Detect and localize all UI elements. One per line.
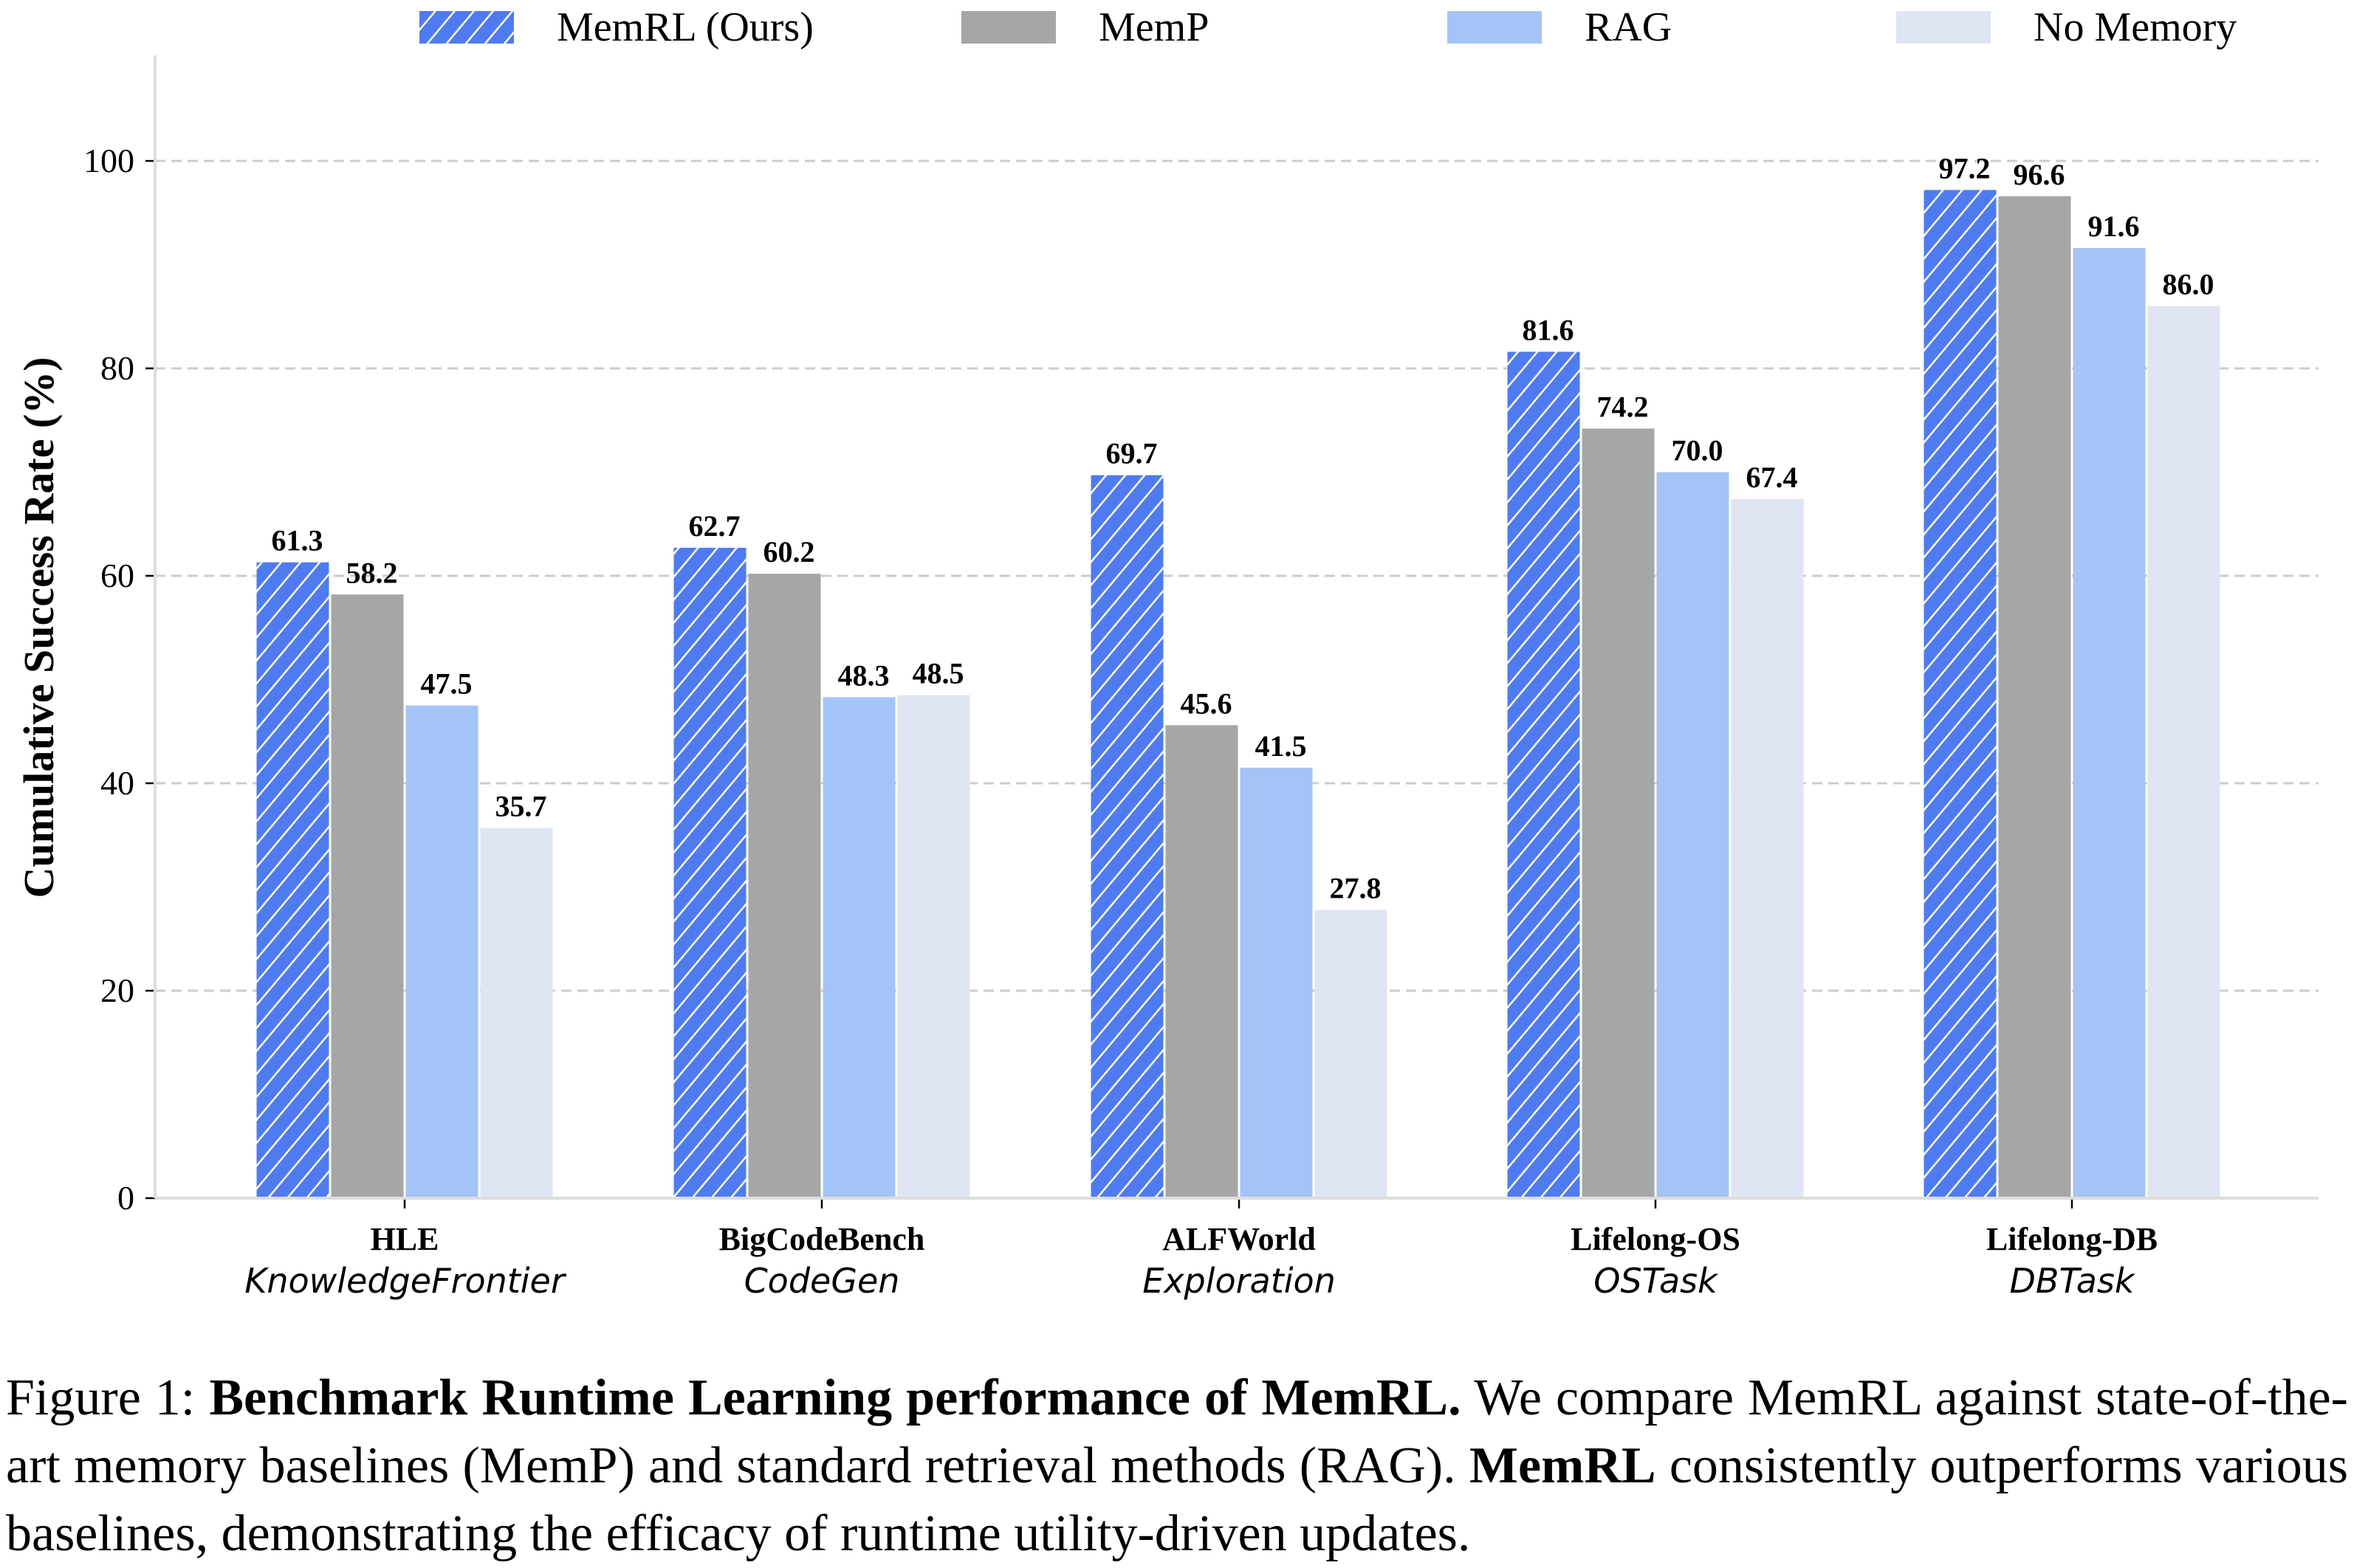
x-tick-label: Lifelong-DB <box>1986 1221 2158 1257</box>
caption-bold-name: MemRL <box>1469 1437 1656 1494</box>
data-label: 48.5 <box>913 657 964 690</box>
x-tick-sublabel: CodeGen <box>744 1261 900 1301</box>
legend-swatch <box>419 11 514 44</box>
legend: MemRL (Ours) MemP RAG No Memory <box>419 4 2237 50</box>
bar <box>1240 767 1313 1198</box>
bar <box>1091 475 1164 1198</box>
data-label: 47.5 <box>421 667 473 701</box>
y-tick-label: 60 <box>100 557 134 594</box>
bar <box>1731 499 1804 1198</box>
x-tick-sublabel: KnowledgeFrontier <box>244 1261 567 1301</box>
data-label: 67.4 <box>1746 461 1798 494</box>
x-tick-sublabel: DBTask <box>2009 1261 2135 1301</box>
x-tick-sublabel: Exploration <box>1142 1261 1336 1301</box>
bar <box>480 828 553 1198</box>
data-label: 74.2 <box>1597 390 1649 423</box>
data-label: 96.6 <box>2014 158 2065 191</box>
legend-swatch <box>1447 11 1542 44</box>
bar <box>673 548 747 1198</box>
x-tick-label: Lifelong-OS <box>1571 1221 1740 1257</box>
x-tick-label: ALFWorld <box>1162 1221 1316 1257</box>
bar <box>1998 196 2071 1198</box>
data-label: 62.7 <box>689 509 741 543</box>
x-tick-sublabel: OSTask <box>1593 1261 1719 1301</box>
bar <box>1582 428 1655 1198</box>
bar <box>1165 725 1238 1198</box>
bar <box>1656 472 1729 1198</box>
legend-label: No Memory <box>2034 4 2237 50</box>
bar <box>405 705 478 1198</box>
data-label: 97.2 <box>1939 151 1991 185</box>
data-label: 60.2 <box>763 535 815 568</box>
data-label: 41.5 <box>1255 729 1307 763</box>
data-label: 61.3 <box>272 524 323 557</box>
y-tick-label: 0 <box>117 1179 134 1217</box>
bars <box>256 190 2220 1199</box>
value-labels: 61.3 58.2 47.5 35.7 62.7 60.2 48.3 48.5 69.7 45.6… <box>272 151 2214 904</box>
caption-sentence-1: We compare MemRL against state-of-the-ar… <box>6 1369 2348 1494</box>
y-tick-label: 20 <box>100 972 134 1009</box>
data-label: 27.8 <box>1330 871 1382 904</box>
y-axis-label: Cumulative Success Rate (%) <box>15 357 63 898</box>
data-label: 86.0 <box>2163 268 2214 301</box>
data-label: 91.6 <box>2088 210 2140 243</box>
bar <box>331 594 404 1198</box>
x-tick-label: HLE <box>371 1221 439 1257</box>
y-tick-label: 100 <box>83 142 134 179</box>
data-label: 45.6 <box>1181 687 1232 720</box>
caption-bold-title: Benchmark Runtime Learning performance o… <box>209 1369 1461 1426</box>
data-label: 69.7 <box>1106 437 1158 470</box>
data-label: 81.6 <box>1523 314 1574 347</box>
bar <box>1924 190 1997 1199</box>
legend-label: MemRL (Ours) <box>557 4 814 50</box>
bar <box>1507 351 1580 1198</box>
data-label: 35.7 <box>495 789 547 822</box>
bar <box>823 697 896 1198</box>
y-tick-label: 40 <box>100 764 134 802</box>
bar <box>748 574 821 1198</box>
bar <box>2073 248 2146 1198</box>
bar <box>897 695 970 1198</box>
y-tick-label: 80 <box>100 349 134 387</box>
legend-swatch <box>1896 11 1991 44</box>
bar <box>256 562 329 1198</box>
bar-chart: 0 20 40 60 80 100 HLE KnowledgeFrontier BigCodeB… <box>15 4 2319 1301</box>
data-label: 58.2 <box>346 556 398 589</box>
x-tick-label: BigCodeBench <box>719 1221 925 1257</box>
figure-caption: Figure 1: Benchmark Runtime Learning per… <box>6 1364 2348 1568</box>
legend-label: MemP <box>1099 4 1209 50</box>
legend-label: RAG <box>1585 4 1672 50</box>
bar <box>2147 306 2220 1199</box>
caption-sentence-2: consistently outperforms various baselin… <box>6 1437 2348 1562</box>
legend-swatch <box>961 11 1056 44</box>
data-label: 48.3 <box>838 659 890 692</box>
data-label: 70.0 <box>1672 434 1723 467</box>
axes: 0 20 40 60 80 100 HLE KnowledgeFrontier BigCodeB… <box>83 55 2319 1301</box>
bar <box>1314 909 1387 1198</box>
caption-prefix: Figure 1: <box>6 1369 210 1426</box>
